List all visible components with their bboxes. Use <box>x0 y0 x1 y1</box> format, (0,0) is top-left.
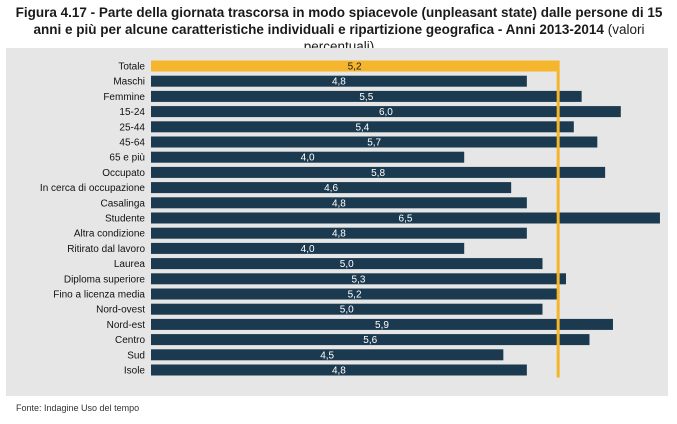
bar <box>151 349 504 361</box>
value-label: 5,8 <box>371 168 385 179</box>
bar <box>151 212 660 224</box>
value-label: 6,5 <box>399 214 413 225</box>
bar <box>151 273 566 285</box>
category-label: Centro <box>115 335 145 346</box>
bar-highlight <box>151 60 559 72</box>
value-label: 5,7 <box>367 138 381 149</box>
bar <box>151 75 527 87</box>
bar <box>151 182 512 194</box>
bar <box>151 288 559 300</box>
bar <box>151 121 574 133</box>
category-label: Casalinga <box>101 198 146 209</box>
value-label: 5,0 <box>340 259 354 270</box>
bar <box>151 136 598 148</box>
value-label: 6,0 <box>379 107 393 118</box>
category-label: Laurea <box>114 259 146 270</box>
value-label: 4,0 <box>301 244 315 255</box>
value-label: 5,2 <box>348 290 362 301</box>
value-label: 4,8 <box>332 198 346 209</box>
category-label: Diploma superiore <box>64 274 146 285</box>
category-label: Isole <box>124 366 146 377</box>
category-label: Ritirato dal lavoro <box>67 244 145 255</box>
category-label: Fino a licenza media <box>53 290 145 301</box>
category-label: 45-64 <box>119 138 145 149</box>
category-label: Totale <box>118 62 145 73</box>
value-label: 5,4 <box>355 122 369 133</box>
bar <box>151 364 527 376</box>
bar <box>151 334 590 346</box>
bar <box>151 242 465 254</box>
bar <box>151 258 543 270</box>
value-label: 4,8 <box>332 77 346 88</box>
bar-chart: Totale 5,2 Maschi 4,8 Femmine 5,5 15-24 6,0 25-4… <box>40 60 660 378</box>
bar <box>151 106 621 118</box>
category-label: Nord-est <box>107 320 146 331</box>
category-label: Maschi <box>113 77 145 88</box>
chart-area: Totale 5,2 Maschi 4,8 Femmine 5,5 15-24 6,0 25-4… <box>6 48 668 396</box>
category-label: Femmine <box>103 92 145 103</box>
bar <box>151 197 527 209</box>
chart-title-main: Figura 4.17 - Parte della giornata trasc… <box>15 5 663 37</box>
value-label: 5,6 <box>363 335 377 346</box>
value-label: 4,8 <box>332 229 346 240</box>
category-label: 25-44 <box>119 122 145 133</box>
category-label: 15-24 <box>119 107 145 118</box>
value-label: 4,5 <box>320 350 334 361</box>
value-label: 5,0 <box>340 305 354 316</box>
chart-title: Figura 4.17 - Parte della giornata trasc… <box>8 4 670 55</box>
value-label: 5,9 <box>375 320 389 331</box>
bar <box>151 166 606 178</box>
category-label: Occupato <box>102 168 145 179</box>
bar <box>151 303 543 315</box>
value-label: 5,5 <box>359 92 373 103</box>
bar <box>151 151 465 163</box>
value-label: 5,2 <box>348 62 362 73</box>
category-label: In cerca di occupazione <box>40 183 146 194</box>
source-note: Fonte: Indagine Uso del tempo <box>16 403 140 413</box>
bar <box>151 90 582 102</box>
value-label: 4,6 <box>324 183 338 194</box>
category-label: Altra condizione <box>74 229 146 240</box>
bar <box>151 227 527 239</box>
category-label: Studente <box>105 214 145 225</box>
category-label: 65 e più <box>109 153 145 164</box>
bar <box>151 318 613 330</box>
category-label: Nord-ovest <box>96 305 145 316</box>
value-label: 4,8 <box>332 366 346 377</box>
value-label: 4,0 <box>301 153 315 164</box>
value-label: 5,3 <box>352 274 366 285</box>
category-label: Sud <box>127 350 145 361</box>
